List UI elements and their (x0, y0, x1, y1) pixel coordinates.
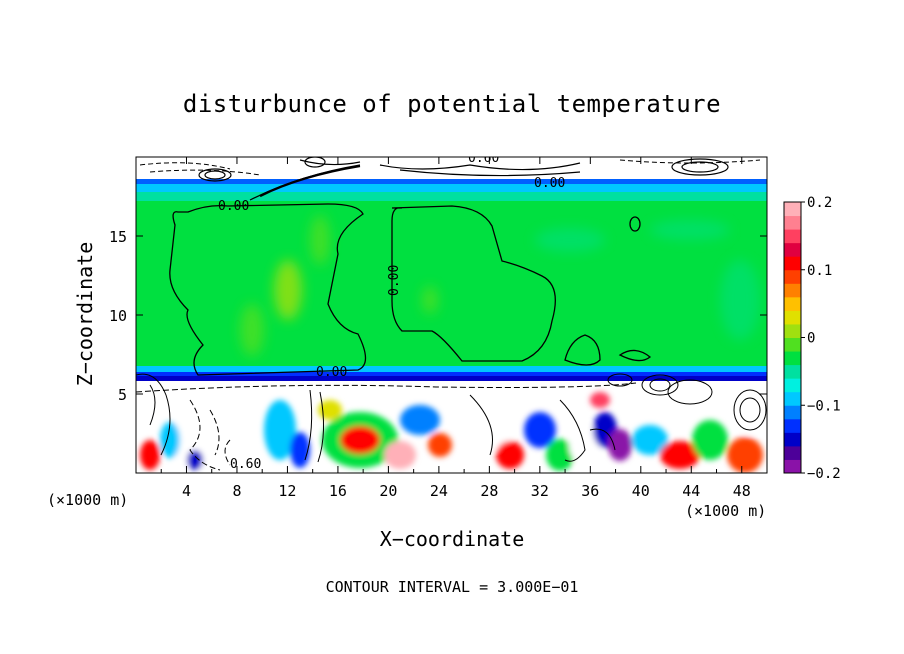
contour-label: 0.00 (218, 199, 249, 214)
colorbar-swatch (784, 337, 801, 352)
colorbar-tick-label: −0.2 (807, 466, 841, 482)
contour-label: 0.00 (387, 265, 402, 296)
colorbar-swatch (784, 229, 801, 244)
x-tick-label: 16 (329, 482, 347, 500)
colorbar-swatch (784, 323, 801, 338)
colorbar-tick-label: 0 (807, 331, 815, 347)
x-axis: 4 8 12 16 20 24 28 32 36 40 44 48 (160, 157, 751, 500)
x-tick-label: 24 (430, 482, 448, 500)
y-tick-label: 15 (109, 228, 127, 246)
contour-label: 0.00 (534, 176, 565, 191)
colorbar (783, 201, 802, 474)
chart-title: disturbunce of potential temperature (183, 90, 721, 118)
x-tick-label: 36 (581, 482, 599, 500)
colorbar-swatch (784, 364, 801, 379)
x-axis-label: X−coordinate (380, 527, 525, 551)
x-tick-label: 12 (278, 482, 296, 500)
x-unit-right: (×1000 m) (685, 502, 766, 520)
contour-label: 0.00 (316, 365, 347, 380)
colorbar-swatch (784, 310, 801, 325)
colorbar-swatch (784, 432, 801, 447)
y-axis: 5 10 15 (109, 228, 767, 404)
y-tick-label: 10 (109, 307, 127, 325)
colorbar-swatch (784, 378, 801, 393)
colorbar-ticks: 0.2 0.1 0 −0.1 −0.2 (801, 195, 841, 482)
y-tick-label: 5 (118, 386, 127, 404)
contour-labels: 0.60 0.00 0.00 0.00 0.00 0.60 (218, 151, 565, 472)
contour-label: 0.60 (468, 151, 499, 166)
x-tick-label: 20 (379, 482, 397, 500)
x-tick-label: 40 (632, 482, 650, 500)
colorbar-swatch (784, 269, 801, 284)
colorbar-swatch (784, 418, 801, 433)
x-tick-label: 32 (531, 482, 549, 500)
y-axis-label: Z−coordinate (73, 242, 97, 387)
contour-interval-note: CONTOUR INTERVAL = 3.000E−01 (326, 578, 579, 596)
plot-field: 0.60 0.00 0.00 0.00 0.00 0.60 (136, 151, 767, 473)
colorbar-swatch (784, 445, 801, 460)
colorbar-swatch (784, 351, 801, 366)
colorbar-tick-label: 0.1 (807, 263, 832, 279)
x-unit-left: (×1000 m) (47, 491, 128, 509)
colorbar-swatch (784, 256, 801, 271)
colorbar-swatch (784, 215, 801, 230)
x-tick-label: 28 (480, 482, 498, 500)
colorbar-swatch (784, 405, 801, 420)
colorbar-swatch (784, 242, 801, 257)
x-tick-label: 4 (182, 482, 191, 500)
x-tick-label: 48 (733, 482, 751, 500)
colorbar-swatch (784, 391, 801, 406)
colorbar-swatch (784, 459, 801, 474)
x-tick-label: 44 (682, 482, 700, 500)
x-tick-label: 8 (232, 482, 241, 500)
colorbar-swatch (784, 296, 801, 311)
colorbar-swatch (784, 283, 801, 298)
colorbar-swatch (784, 202, 801, 217)
contour-label: 0.60 (230, 457, 261, 472)
colorbar-tick-label: −0.1 (807, 398, 841, 414)
colorbar-tick-label: 0.2 (807, 195, 832, 211)
